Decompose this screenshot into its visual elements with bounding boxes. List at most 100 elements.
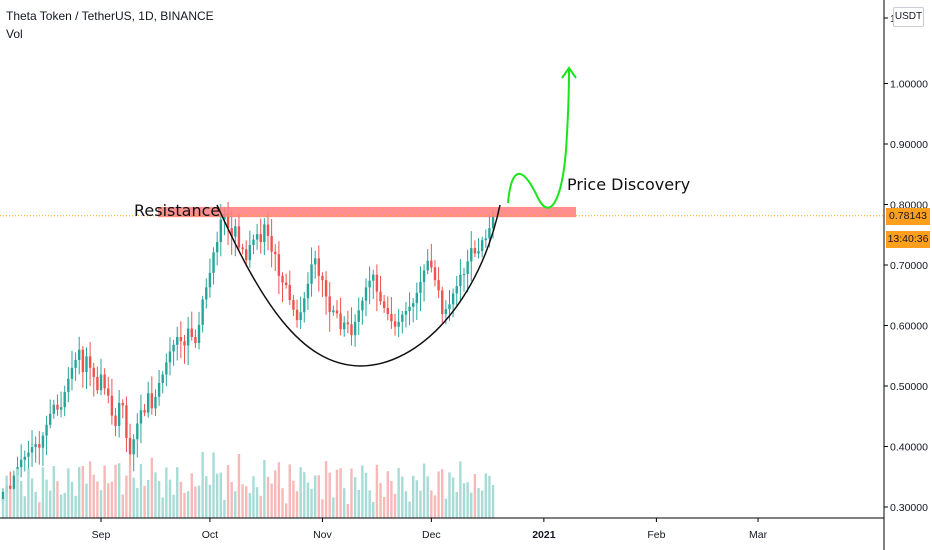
volume-bar: [281, 488, 284, 518]
volume-bar: [139, 464, 143, 518]
currency-badge[interactable]: USDT: [893, 7, 924, 27]
volume-bar: [459, 461, 462, 518]
candle-body: [299, 312, 302, 321]
candle-body: [470, 248, 473, 262]
volume-bar: [415, 480, 419, 518]
candle-body: [401, 314, 404, 322]
candle-body: [38, 444, 41, 448]
volume-bar: [237, 454, 241, 518]
candle-body: [92, 367, 95, 377]
price-axis[interactable]: 11.000000.900000.800000.700000.600000.50…: [884, 13, 928, 514]
volume-bar: [9, 489, 12, 518]
volume-bar: [63, 493, 66, 518]
volume-bar: [96, 481, 99, 518]
candle-body: [194, 336, 197, 344]
volume-bar: [121, 494, 124, 518]
candle-body: [70, 367, 74, 379]
volume-bar: [70, 481, 74, 518]
volume-bar: [324, 461, 328, 518]
candle-body: [350, 324, 353, 336]
volume-bar: [103, 465, 106, 518]
candle-body: [186, 328, 190, 346]
volume-bar: [52, 466, 56, 518]
candle-body: [52, 404, 56, 414]
volume-bar: [161, 497, 164, 518]
candle-body: [375, 274, 379, 292]
volume-bar: [357, 490, 360, 518]
volume-bar: [372, 502, 375, 518]
candle-body: [208, 272, 212, 288]
volume-bar: [157, 481, 161, 518]
volume-bar: [284, 503, 288, 518]
volume-bar: [433, 495, 437, 518]
volume-bar: [16, 468, 19, 518]
volume-bar: [78, 467, 81, 518]
candle-body: [484, 238, 487, 241]
volume-bar: [310, 488, 313, 518]
candle-body: [81, 349, 85, 373]
candle-body: [451, 293, 455, 305]
volume-bar: [484, 473, 487, 518]
candle-body: [480, 240, 484, 252]
candle-body: [132, 439, 135, 455]
volume-bar: [306, 482, 310, 518]
candle-body: [9, 485, 12, 489]
candle-body: [466, 261, 469, 275]
time-tick-label: Feb: [647, 529, 665, 541]
price-discovery-arrow: [507, 68, 570, 209]
volume-bar: [397, 468, 400, 518]
volume-bar: [136, 488, 139, 518]
candle-body: [364, 287, 368, 301]
candle-body: [197, 324, 201, 344]
candle-body: [404, 310, 408, 315]
candle-body: [491, 215, 495, 229]
volume-bar: [328, 472, 331, 518]
candle-body: [357, 310, 360, 322]
volume-bar: [343, 488, 346, 518]
volume-bar: [470, 492, 473, 518]
volume-bar: [147, 480, 150, 518]
volume-bar: [88, 461, 92, 518]
volume-bar: [30, 478, 34, 518]
price-discovery-label: Price Discovery: [567, 175, 691, 194]
volume-bar: [411, 475, 415, 518]
volume-bar: [205, 476, 208, 518]
candle-body: [121, 402, 124, 406]
candle-body: [324, 280, 328, 297]
candle-body: [473, 248, 477, 254]
volume-bar: [186, 491, 190, 518]
candle-body: [379, 291, 382, 302]
resistance-label: Resistance: [134, 201, 221, 220]
candle-body: [103, 374, 106, 389]
candle-body: [313, 258, 317, 265]
candle-body: [332, 310, 335, 313]
price-tick-label: 0.50000: [890, 381, 928, 393]
candle-body: [368, 280, 371, 288]
volume-bar: [1, 499, 5, 518]
volume-bar: [241, 484, 244, 518]
volume-bar: [27, 468, 30, 518]
candle-body: [165, 362, 168, 375]
volume-bar: [390, 481, 393, 518]
volume-bar: [451, 477, 455, 518]
time-axis[interactable]: Sep Oct Nov Dec 2021 Feb Mar: [92, 518, 768, 541]
candle-body: [422, 270, 426, 282]
volume-bar: [168, 479, 172, 518]
candle-body: [433, 267, 437, 281]
candle-body: [477, 251, 480, 254]
volume-bar: [248, 493, 252, 518]
volume-bar: [317, 475, 321, 518]
volume-bar: [219, 472, 222, 518]
volume-bar: [223, 499, 226, 518]
volume-bar: [143, 485, 146, 518]
volume-bar: [110, 481, 114, 518]
volume-bar: [386, 471, 389, 518]
candle-body: [117, 402, 121, 426]
candle-body: [270, 235, 273, 252]
volume-bar: [85, 483, 88, 518]
volume-bar: [125, 475, 128, 518]
arrow-head-icon: [561, 66, 577, 79]
volume-bar: [12, 490, 16, 518]
candle-body: [444, 309, 448, 315]
